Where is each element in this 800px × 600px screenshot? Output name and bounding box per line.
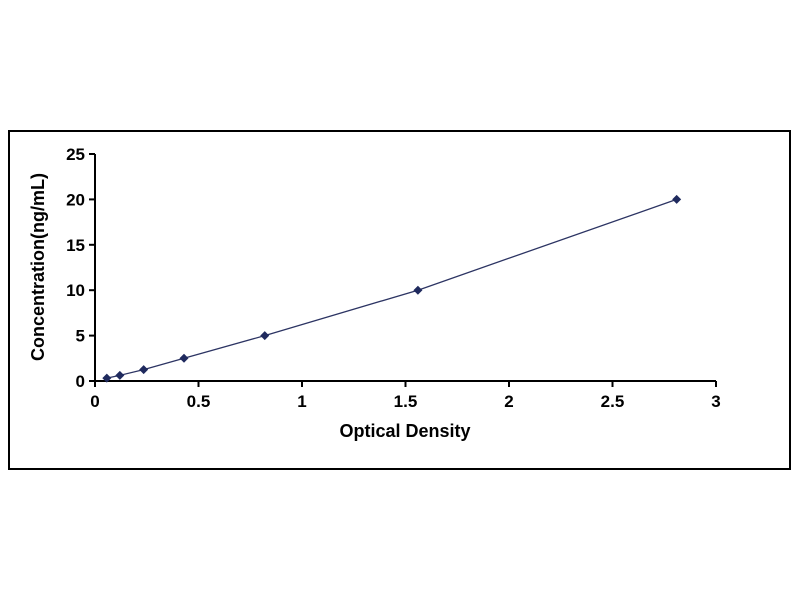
plot-area: 0 0.5 1 1.5 2 2.5 3 0 5 10 15 20 25: [66, 145, 721, 411]
chart-container: 0 0.5 1 1.5 2 2.5 3 0 5 10 15 20 25 Optical Density …: [8, 130, 791, 470]
data-point-marker: [260, 331, 270, 341]
x-tick-label: 0: [90, 392, 99, 411]
y-tick-label: 15: [66, 236, 85, 255]
x-tick-label: 2.5: [601, 392, 625, 411]
data-point-marker: [139, 365, 149, 375]
y-tick-label: 25: [66, 145, 85, 164]
y-tick-label: 10: [66, 281, 85, 300]
y-tick-label: 20: [66, 190, 85, 209]
series-line: [106, 198, 677, 379]
data-point-marker: [102, 373, 112, 383]
x-tick-label: 1.5: [394, 392, 418, 411]
x-tick-label: 2: [504, 392, 513, 411]
x-tick-label: 0.5: [187, 392, 211, 411]
data-point-marker: [413, 285, 423, 295]
y-axis-label: Concentration(ng/mL): [28, 173, 48, 361]
data-point-marker: [179, 353, 189, 363]
y-tick-label: 5: [76, 327, 85, 346]
x-tick-label: 3: [711, 392, 720, 411]
x-axis-label: Optical Density: [339, 421, 470, 441]
data-point-marker: [672, 194, 682, 204]
y-tick-label: 0: [76, 372, 85, 391]
x-tick-label: 1: [297, 392, 306, 411]
data-point-marker: [115, 370, 125, 380]
